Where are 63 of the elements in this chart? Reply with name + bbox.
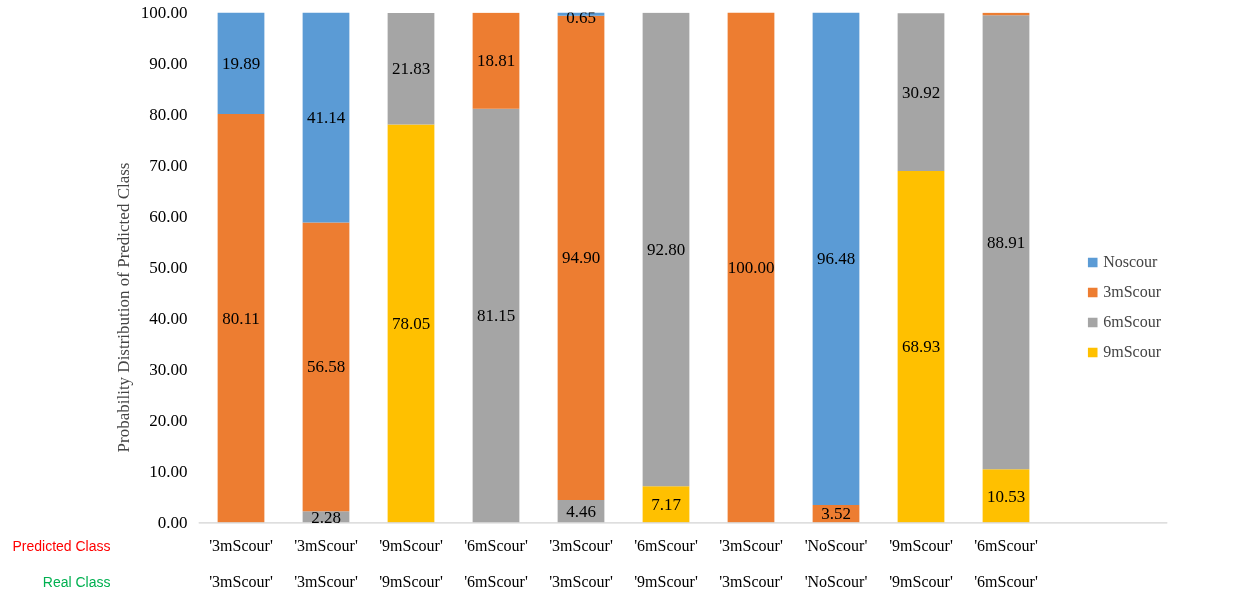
y-tick-label: 10.00	[149, 462, 188, 482]
y-tick-label: 100.00	[140, 3, 188, 22]
data-label: 80.11	[222, 308, 260, 328]
bar	[727, 12, 775, 523]
data-label: 2.28	[311, 507, 341, 527]
legend-label: 6mScour	[1103, 313, 1161, 331]
bar	[217, 114, 265, 523]
bar	[897, 171, 945, 523]
x-tick-label: '3mScour' '3mScour'	[294, 537, 358, 591]
data-label: 92.80	[646, 239, 686, 259]
y-tick-label: 40.00	[149, 309, 188, 329]
bar	[472, 108, 520, 523]
x-tick-label: '6mScour' '9mScour'	[634, 537, 698, 591]
bar	[387, 13, 435, 125]
data-label: 3.52	[821, 504, 851, 524]
data-label: 68.93	[901, 337, 941, 357]
data-label: 7.17	[651, 495, 682, 515]
bar	[812, 12, 860, 505]
x-tick-label: '9mScour' '9mScour'	[379, 537, 443, 591]
bar	[302, 12, 350, 223]
y-tick-label: 30.00	[149, 360, 188, 380]
data-label: 78.05	[391, 314, 431, 334]
x-tick-label: '6mScour' '6mScour'	[974, 537, 1038, 591]
x-tick-label: '3mScour' '3mScour'	[549, 537, 613, 591]
x-tick-label: '6mScour' '6mScour'	[464, 537, 528, 591]
y-tick-label: 80.00	[149, 105, 188, 125]
data-label: 41.14	[306, 107, 346, 127]
x-tick-label: '3mScour' '3mScour'	[719, 537, 783, 591]
bar	[642, 12, 690, 487]
y-tick-label: 70.00	[149, 156, 188, 176]
data-label: 56.58	[306, 357, 346, 377]
y-tick-label: 20.00	[149, 411, 188, 431]
x-tick-label: '9mScour' '9mScour'	[889, 537, 953, 591]
bar	[217, 12, 265, 115]
data-label: 100.00	[727, 258, 775, 278]
y-tick-label: 60.00	[149, 207, 188, 227]
bar	[642, 486, 690, 523]
legend-label: Noscour	[1103, 253, 1158, 271]
data-label: 88.91	[986, 232, 1026, 252]
data-label: 10.53	[986, 486, 1026, 506]
bar	[387, 124, 435, 523]
y-tick-label: 0.00	[157, 513, 188, 533]
bar	[472, 12, 520, 109]
x-tick-label: 'NoScour' 'NoScour'	[804, 537, 868, 591]
data-label: 4.46	[566, 502, 596, 521]
data-label: 81.15	[476, 306, 516, 326]
y-axis-title: Probability Distribution of Predicted Class	[113, 162, 133, 453]
bar	[982, 15, 1030, 470]
text: Real Class	[42, 573, 111, 590]
data-label: 18.81	[476, 51, 516, 71]
data-label: 30.92	[901, 82, 941, 102]
data-label: 19.89	[221, 53, 261, 73]
bar	[302, 222, 350, 512]
legend-label: 9mScour	[1103, 343, 1161, 361]
y-tick-label: 50.00	[149, 258, 188, 278]
data-label: 96.48	[816, 249, 856, 269]
text: Predicted Class	[12, 537, 111, 554]
data-label: 94.90	[561, 248, 601, 268]
data-label: 21.83	[391, 59, 431, 79]
legend-label: 3mScour	[1103, 283, 1161, 301]
bar	[897, 13, 945, 172]
x-tick-label: '3mScour' '3mScour'	[209, 537, 273, 591]
y-tick-label: 90.00	[149, 54, 188, 74]
